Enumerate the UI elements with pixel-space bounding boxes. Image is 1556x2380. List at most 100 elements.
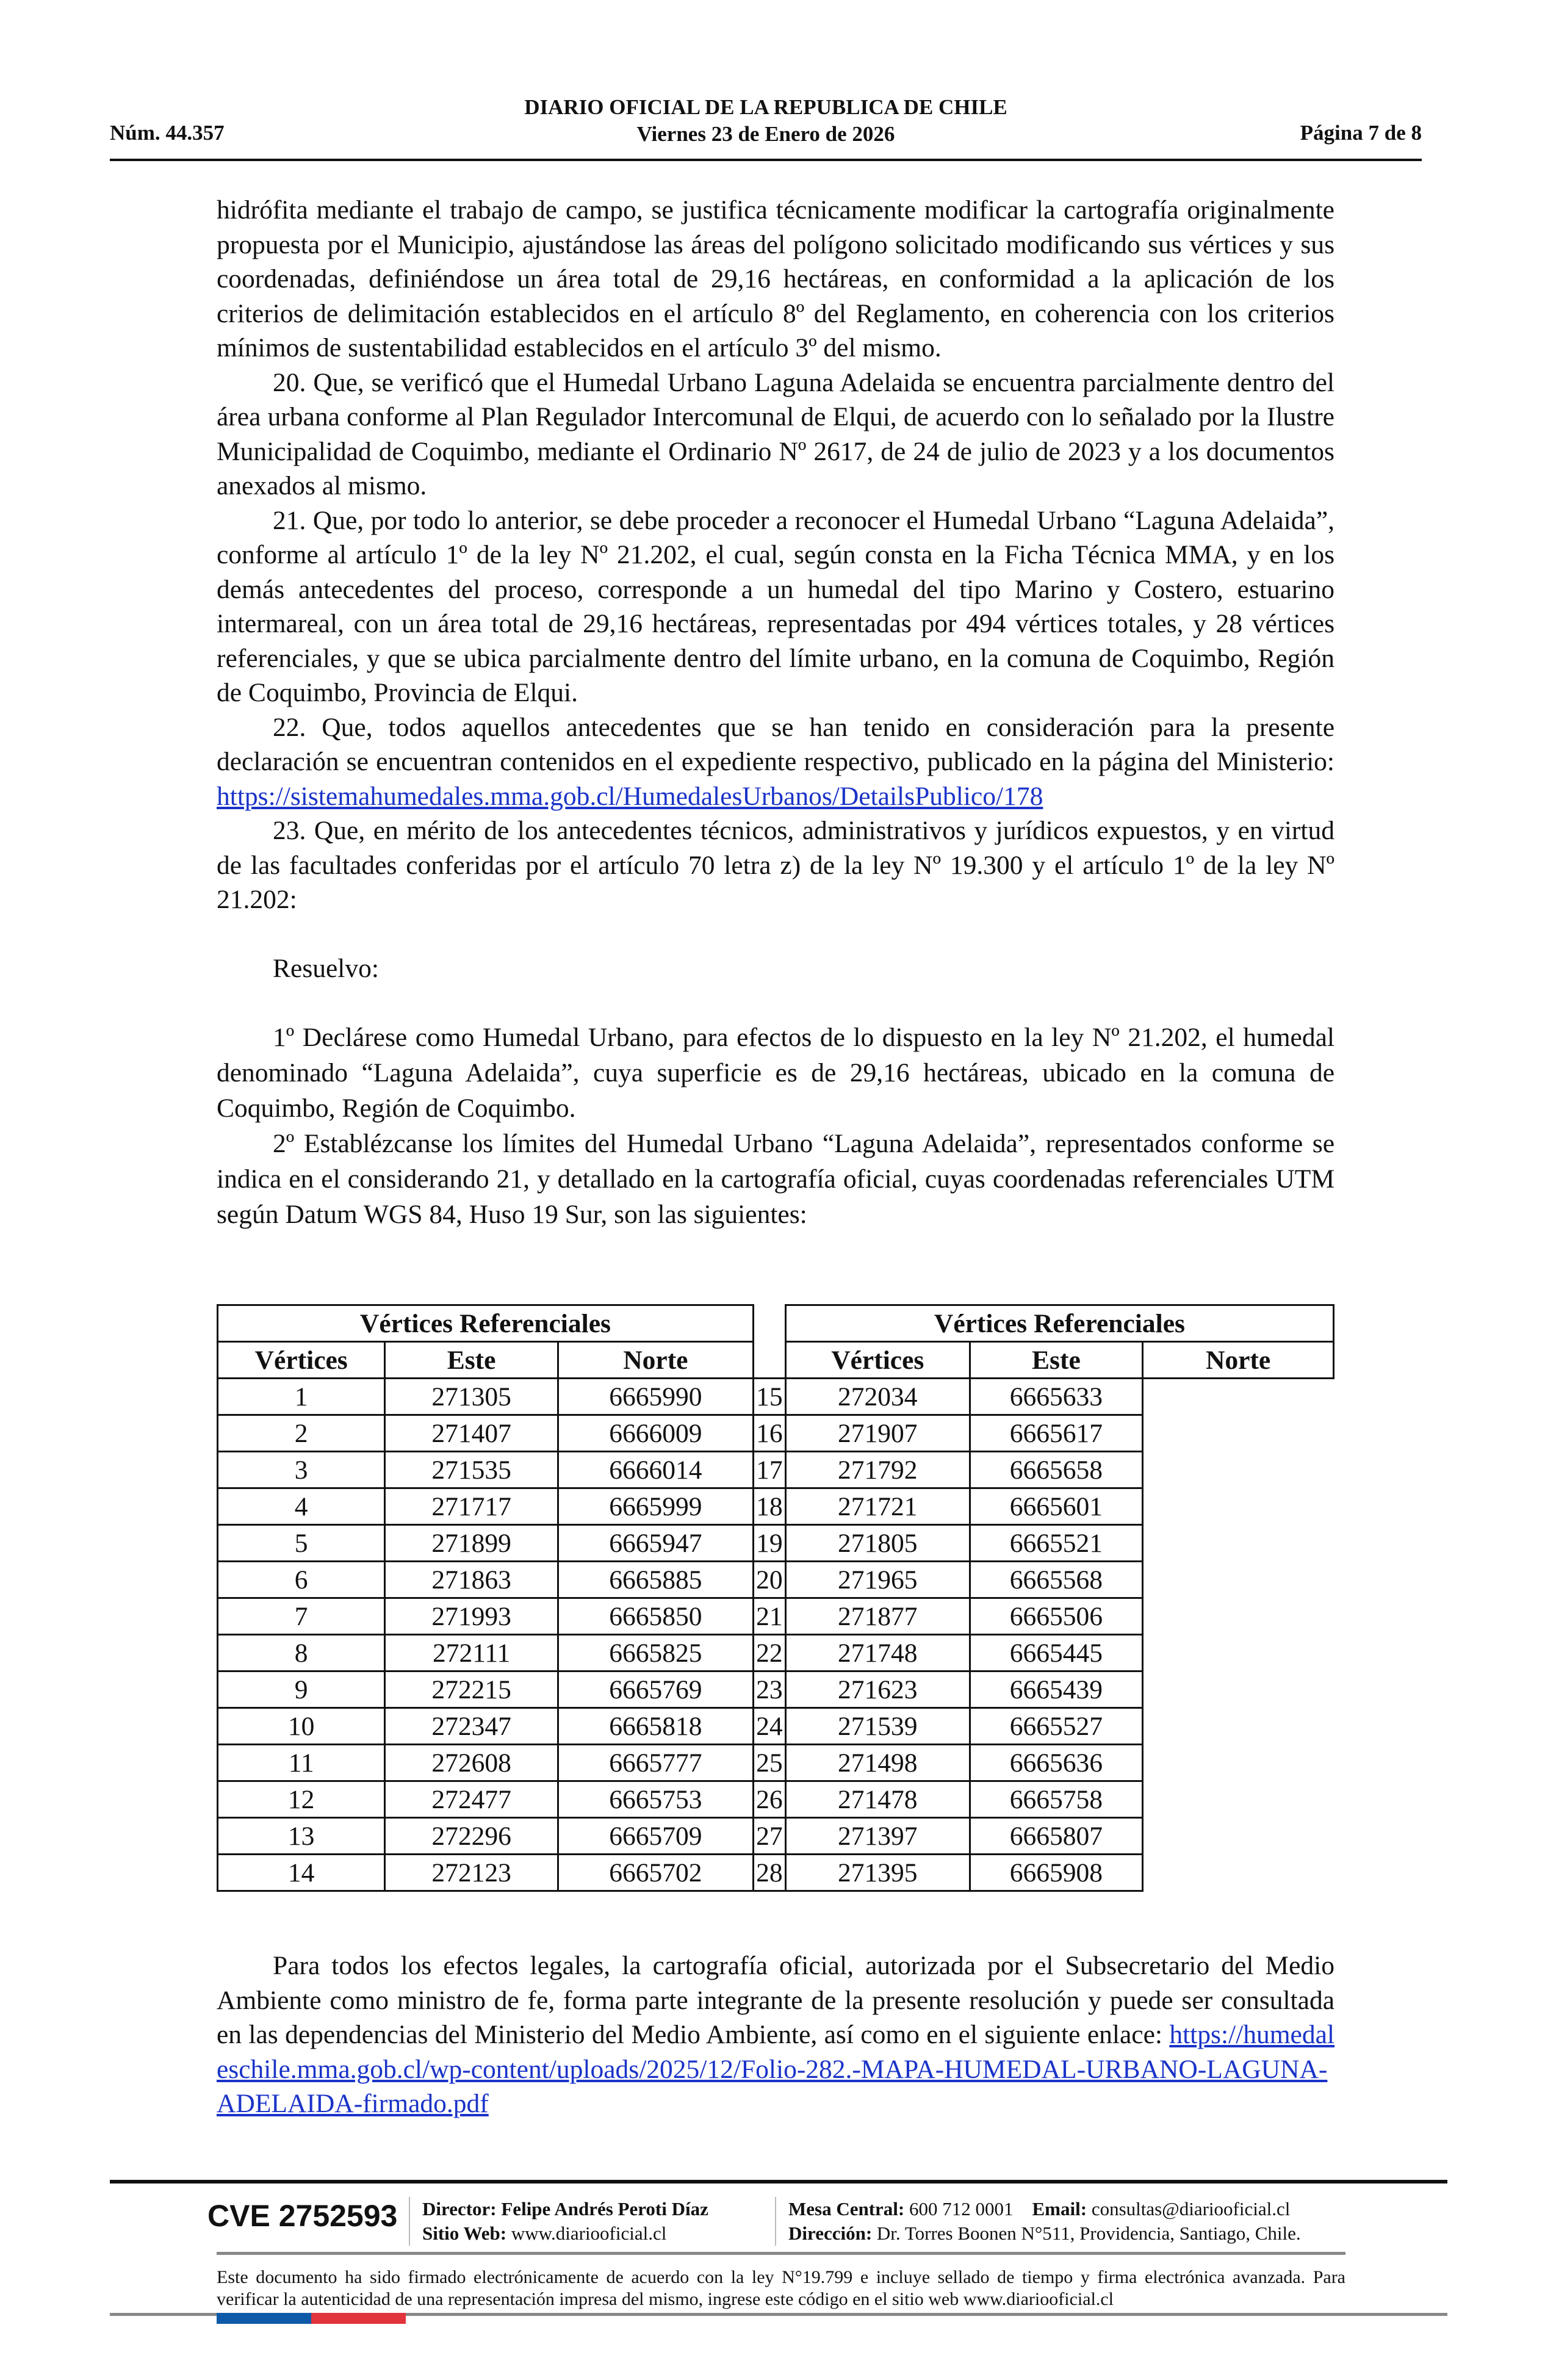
col-norte: Norte bbox=[1142, 1341, 1334, 1379]
este-value: 271907 bbox=[784, 1414, 971, 1452]
paragraph-22-text: 22. Que, todos aquellos antecedentes que… bbox=[217, 712, 1334, 777]
norte-value: 6665445 bbox=[968, 1634, 1144, 1672]
norte-value: 6665568 bbox=[968, 1560, 1144, 1599]
vertex-number: 9 bbox=[216, 1670, 386, 1709]
resolution-2: 2º Establézcanse los límites del Humedal… bbox=[217, 1129, 1334, 1229]
este-value: 272296 bbox=[384, 1817, 559, 1855]
label: Sitio Web: bbox=[422, 2223, 507, 2244]
label: Dirección: bbox=[788, 2223, 873, 2244]
table-row: 7 271993 6665850 21 271877 6665506 bbox=[216, 1597, 1334, 1635]
este-value: 271717 bbox=[384, 1487, 559, 1526]
table-row: 12 272477 6665753 26 271478 6665758 bbox=[216, 1780, 1334, 1819]
vertex-number: 20 bbox=[752, 1560, 787, 1599]
expediente-link[interactable]: https://sistemahumedales.mma.gob.cl/Hume… bbox=[217, 781, 1043, 811]
norte-value: 6666014 bbox=[556, 1451, 754, 1489]
group-header-left: Vértices Referenciales bbox=[217, 1304, 754, 1343]
footer-director: Director: Felipe Andrés Peroti Díaz Siti… bbox=[409, 2197, 708, 2246]
vertex-number: 23 bbox=[752, 1670, 787, 1709]
closing-text: Para todos los efectos legales, la carto… bbox=[217, 1951, 1334, 2049]
label: Email: bbox=[1032, 2198, 1087, 2220]
este-value: 271539 bbox=[784, 1707, 971, 1745]
header-center: DIARIO OFICIAL DE LA REPUBLICA DE CHILE … bbox=[110, 94, 1422, 148]
col-vertices: Vértices bbox=[784, 1341, 971, 1379]
norte-value: 6665636 bbox=[968, 1744, 1144, 1782]
este-value: 271863 bbox=[384, 1560, 559, 1599]
norte-value: 6665658 bbox=[968, 1451, 1144, 1489]
col-este: Este bbox=[384, 1341, 559, 1379]
este-value: 272215 bbox=[384, 1670, 559, 1709]
norte-value: 6665769 bbox=[556, 1670, 754, 1709]
norte-value: 6665601 bbox=[968, 1487, 1144, 1526]
norte-value: 6665753 bbox=[556, 1780, 754, 1819]
norte-value: 6665885 bbox=[556, 1560, 754, 1599]
norte-value: 6665908 bbox=[968, 1853, 1144, 1892]
norte-value: 6665990 bbox=[556, 1377, 754, 1416]
este-value: 271478 bbox=[784, 1780, 971, 1819]
closing-section: Para todos los efectos legales, la carto… bbox=[217, 1949, 1334, 2121]
footer-contact: Mesa Central: 600 712 0001 Email: consul… bbox=[775, 2197, 1301, 2246]
vertex-number: 6 bbox=[216, 1560, 386, 1599]
norte-value: 6665702 bbox=[556, 1853, 754, 1892]
page-header: DIARIO OFICIAL DE LA REPUBLICA DE CHILE … bbox=[110, 92, 1422, 161]
vertex-number: 26 bbox=[752, 1780, 787, 1819]
vertex-number: 12 bbox=[216, 1780, 386, 1819]
table-column-header: Vértices Este Norte Vértices Este Norte bbox=[216, 1341, 1334, 1379]
norte-value: 6665807 bbox=[968, 1817, 1144, 1855]
table-row: 9 272215 6665769 23 271623 6665439 bbox=[216, 1670, 1334, 1709]
vertex-number: 15 bbox=[752, 1377, 787, 1416]
table-row: 10 272347 6665818 24 271539 6665527 bbox=[216, 1707, 1334, 1745]
norte-value: 6665758 bbox=[968, 1780, 1144, 1819]
vertex-number: 18 bbox=[752, 1487, 787, 1526]
vertex-number: 3 bbox=[216, 1451, 386, 1489]
paragraph-21: 21. Que, por todo lo anterior, se debe p… bbox=[217, 505, 1334, 708]
este-value: 271792 bbox=[784, 1451, 971, 1489]
email[interactable]: consultas@diariooficial.cl bbox=[1091, 2198, 1291, 2220]
table-row: 2 271407 6666009 16 271907 6665617 bbox=[216, 1414, 1334, 1452]
table-row: 13 272296 6665709 27 271397 6665807 bbox=[216, 1817, 1334, 1855]
este-value: 272111 bbox=[384, 1634, 559, 1672]
paragraph-23: 23. Que, en mérito de los antecedentes t… bbox=[217, 816, 1334, 914]
table-row: 11 272608 6665777 25 271498 6665636 bbox=[216, 1744, 1334, 1782]
este-value: 271305 bbox=[384, 1377, 559, 1416]
table-row: 3 271535 6666014 17 271792 6665658 bbox=[216, 1451, 1334, 1489]
legal-notice: Este documento ha sido firmado electróni… bbox=[217, 2267, 1345, 2309]
norte-value: 6665617 bbox=[968, 1414, 1144, 1452]
map-link[interactable]: https://humedaleschile.mma.gob.cl/wp-con… bbox=[217, 2020, 1334, 2118]
vertex-number: 5 bbox=[216, 1524, 386, 1562]
paragraph-20: 20. Que, se verificó que el Humedal Urba… bbox=[217, 367, 1334, 501]
este-value: 271407 bbox=[384, 1414, 559, 1452]
footer-bottom-rule bbox=[110, 2313, 1447, 2316]
vertex-number: 13 bbox=[216, 1817, 386, 1855]
vertex-number: 22 bbox=[752, 1634, 787, 1672]
norte-value: 6665999 bbox=[556, 1487, 754, 1526]
vertex-number: 28 bbox=[752, 1853, 787, 1892]
phone: 600 712 0001 bbox=[909, 2198, 1014, 2220]
vertex-number: 24 bbox=[752, 1707, 787, 1745]
website[interactable]: www.diariooficial.cl bbox=[511, 2223, 667, 2244]
este-value: 272034 bbox=[784, 1377, 971, 1416]
label: Mesa Central: bbox=[788, 2198, 905, 2220]
address: Dr. Torres Boonen N°511, Providencia, Sa… bbox=[876, 2223, 1301, 2244]
vertex-number: 8 bbox=[216, 1634, 386, 1672]
este-value: 272123 bbox=[384, 1853, 559, 1892]
col-este: Este bbox=[968, 1341, 1144, 1379]
este-value: 271395 bbox=[784, 1853, 971, 1892]
vertex-number: 4 bbox=[216, 1487, 386, 1526]
table-group-header: Vértices Referenciales Vértices Referenc… bbox=[217, 1304, 1335, 1379]
este-value: 272477 bbox=[384, 1780, 559, 1819]
este-value: 271965 bbox=[784, 1560, 971, 1599]
norte-value: 6665506 bbox=[968, 1597, 1144, 1635]
este-value: 271623 bbox=[784, 1670, 971, 1709]
resuelvo-heading: Resuelvo: bbox=[273, 953, 379, 983]
este-value: 271877 bbox=[784, 1597, 971, 1635]
vertex-number: 7 bbox=[216, 1597, 386, 1635]
footer-rule bbox=[110, 2180, 1447, 2183]
document-body: hidrófita mediante el trabajo de campo, … bbox=[217, 193, 1334, 1232]
group-header-right: Vértices Referenciales bbox=[784, 1304, 1335, 1343]
table-row: 5 271899 6665947 19 271805 6665521 bbox=[216, 1524, 1334, 1562]
cve-code: CVE 2752593 bbox=[207, 2199, 398, 2233]
journal-title: DIARIO OFICIAL DE LA REPUBLICA DE CHILE bbox=[524, 95, 1007, 119]
este-value: 271993 bbox=[384, 1597, 559, 1635]
este-value: 272347 bbox=[384, 1707, 559, 1745]
vertex-number: 27 bbox=[752, 1817, 787, 1855]
